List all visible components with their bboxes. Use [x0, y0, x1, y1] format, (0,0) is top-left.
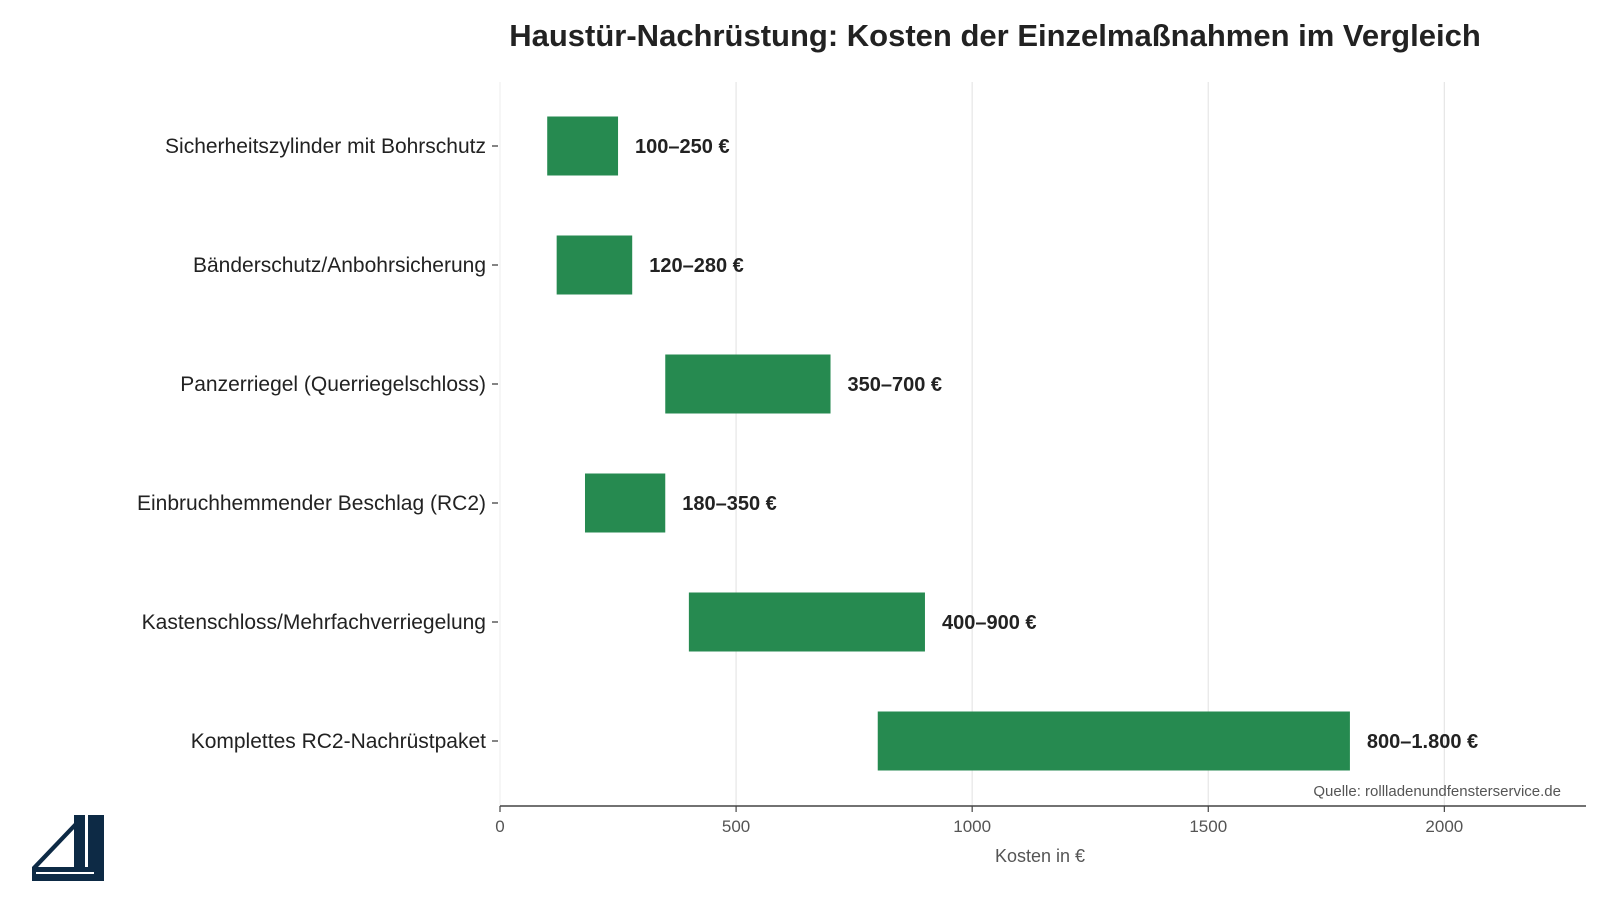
- bars: [547, 116, 1350, 771]
- value-label-4: 180–350 €: [682, 493, 777, 515]
- logo-frame-bar-outer: [74, 815, 85, 881]
- category-labels: Sicherheitszylinder mit Bohrschutz Bänder…: [137, 135, 498, 753]
- x-tick-label-1000: 1000: [953, 817, 991, 836]
- value-labels: 100–250 € 120–280 € 350–700 € 180–350 € 400–…: [635, 136, 1478, 753]
- bar-3: [665, 354, 831, 414]
- x-axis-title: Kosten in €: [995, 846, 1085, 866]
- bar-2: [556, 235, 633, 295]
- bar-1: [547, 116, 619, 176]
- category-label-4: Einbruchhemmender Beschlag (RC2): [137, 492, 486, 515]
- bar-4: [584, 473, 666, 533]
- chart-title: Haustür-Nachrüstung: Kosten der Einzelma…: [509, 18, 1481, 53]
- x-tick-label-2000: 2000: [1425, 817, 1463, 836]
- value-label-3: 350–700 €: [848, 374, 943, 396]
- value-label-6: 800–1.800 €: [1367, 731, 1478, 753]
- category-label-5: Kastenschloss/Mehrfachverriegelung: [142, 611, 486, 634]
- window-logo: [32, 815, 104, 881]
- value-label-1: 100–250 €: [635, 136, 730, 158]
- x-axis: 0 500 1000 1500 2000: [495, 805, 1586, 836]
- category-label-6: Komplettes RC2-Nachrüstpaket: [191, 730, 486, 753]
- bar-6: [877, 711, 1350, 771]
- x-tick-label-1500: 1500: [1189, 817, 1227, 836]
- category-label-3: Panzerriegel (Querriegelschloss): [180, 373, 486, 396]
- category-label-1: Sicherheitszylinder mit Bohrschutz: [165, 135, 486, 158]
- grid-lines: [499, 82, 1445, 806]
- value-label-2: 120–280 €: [649, 255, 744, 277]
- source-note: Quelle: rollladenundfensterservice.de: [1313, 783, 1561, 800]
- x-tick-label-0: 0: [495, 817, 504, 836]
- category-label-2: Bänderschutz/Anbohrsicherung: [193, 254, 486, 277]
- logo-frame-bar-inner: [88, 815, 104, 881]
- value-label-5: 400–900 €: [942, 612, 1037, 634]
- bar-5: [688, 592, 925, 652]
- logo-diagonal-shape: [32, 821, 76, 867]
- x-tick-label-500: 500: [722, 817, 750, 836]
